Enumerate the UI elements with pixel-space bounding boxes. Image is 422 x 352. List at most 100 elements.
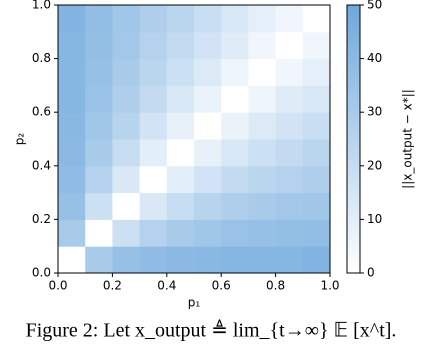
heatmap-cell: [302, 139, 331, 167]
heatmap-cell: [58, 5, 86, 33]
heatmap-cell: [58, 192, 86, 220]
heatmap-cell: [194, 246, 222, 274]
heatmap-cell: [302, 58, 331, 86]
heatmap-cell: [85, 85, 113, 113]
heatmap-cell: [58, 112, 86, 140]
heatmap-cell: [112, 58, 141, 86]
y-tick-label: 0.4: [32, 158, 51, 172]
heatmap-cell: [248, 192, 277, 220]
heatmap-cell: [248, 139, 277, 167]
heatmap-cell: [275, 139, 304, 167]
heatmap-cell: [112, 192, 141, 220]
heatmap-cell: [302, 5, 331, 33]
x-tick-label: 0.4: [157, 279, 176, 293]
heatmap-cell: [221, 85, 249, 113]
plot-frame: [57, 4, 331, 274]
heatmap-cell: [166, 246, 195, 274]
x-tick-label: 0.0: [48, 279, 67, 293]
heatmap-cell: [221, 192, 249, 220]
heatmap-cell: [139, 5, 168, 33]
colorbar: [346, 4, 361, 274]
heatmap-cell: [85, 31, 113, 60]
colorbar-tick-label: 50: [367, 0, 382, 12]
heatmap-cell: [275, 219, 304, 247]
caption: Figure 2: Let x_output ≜ lim_{t→∞} 𝔼 [x^…: [26, 319, 397, 342]
x-tick-label: 1.0: [320, 279, 339, 293]
heatmap-cell: [166, 112, 195, 140]
heatmap-cell: [275, 85, 304, 113]
heatmap-cell: [85, 192, 113, 220]
heatmap-cell: [139, 31, 168, 60]
heatmap-cell: [221, 165, 249, 194]
y-tick-label: 0.8: [32, 51, 51, 65]
heatmap-cell: [248, 85, 277, 113]
heatmap-cell: [166, 58, 195, 86]
heatmap-cell: [112, 246, 141, 274]
heatmap-cell: [221, 112, 249, 140]
heatmap-cell: [194, 112, 222, 140]
heatmap-cell: [166, 192, 195, 220]
heatmap-cell: [85, 219, 113, 247]
heatmap-cell: [85, 58, 113, 86]
heatmap-cell: [58, 85, 86, 113]
heatmap-cell: [275, 165, 304, 194]
heatmap-cell: [221, 246, 249, 274]
heatmap-cell: [58, 219, 86, 247]
y-tick-label: 0.6: [32, 105, 51, 119]
x-axis-label: p₁: [188, 296, 201, 310]
heatmap-cell: [112, 85, 141, 113]
y-tick-label: 0.0: [32, 266, 51, 280]
heatmap-cell: [221, 139, 249, 167]
colorbar-tick-label: 10: [367, 212, 382, 226]
heatmap-cell: [139, 219, 168, 247]
heatmap-cell: [248, 58, 277, 86]
heatmap-cell: [248, 5, 277, 33]
heatmap-cell: [112, 112, 141, 140]
x-tick-label: 0.2: [103, 279, 122, 293]
y-tick-label: 0.2: [32, 212, 51, 226]
heatmap-cell: [58, 139, 86, 167]
x-tick-label: 0.8: [266, 279, 285, 293]
heatmap-cell: [275, 58, 304, 86]
heatmap-cell: [194, 31, 222, 60]
heatmap-cell: [112, 219, 141, 247]
heatmap-cell: [85, 112, 113, 140]
heatmap-cell: [221, 31, 249, 60]
heatmap-cell: [112, 165, 141, 194]
heatmap-cell: [302, 112, 331, 140]
heatmap-cell: [166, 219, 195, 247]
heatmap-cell: [248, 219, 277, 247]
heatmap-cell: [302, 219, 331, 247]
heatmap-cell: [194, 219, 222, 247]
heatmap-cell: [302, 165, 331, 194]
heatmap-cell: [275, 31, 304, 60]
heatmap-cell: [194, 192, 222, 220]
heatmap-cell: [194, 58, 222, 86]
heatmap-cell: [275, 112, 304, 140]
heatmap-cell: [302, 85, 331, 113]
y-axis-label: p₂: [13, 133, 27, 146]
heatmap-cell: [275, 192, 304, 220]
colorbar-tick-label: 0: [367, 266, 375, 280]
heatmap-cell: [112, 5, 141, 33]
heatmap-cell: [166, 139, 195, 167]
heatmap-cell: [139, 165, 168, 194]
heatmap-cell: [166, 5, 195, 33]
heatmap-cell: [112, 139, 141, 167]
heatmap-cell: [221, 5, 249, 33]
heatmap-cell: [112, 31, 141, 60]
heatmap-cell: [58, 165, 86, 194]
colorbar-label: ||x_output − x*||: [401, 89, 415, 189]
heatmap-cell: [194, 165, 222, 194]
heatmap-cell: [58, 246, 86, 274]
heatmap-cell: [221, 219, 249, 247]
heatmap-cell: [302, 31, 331, 60]
heatmap-cell: [166, 31, 195, 60]
heatmap-cell: [139, 58, 168, 86]
heatmap-cell: [194, 139, 222, 167]
heatmap-cell: [194, 5, 222, 33]
heatmap-cell: [166, 165, 195, 194]
heatmap-cell: [275, 246, 304, 274]
heatmap-cell: [302, 246, 331, 274]
